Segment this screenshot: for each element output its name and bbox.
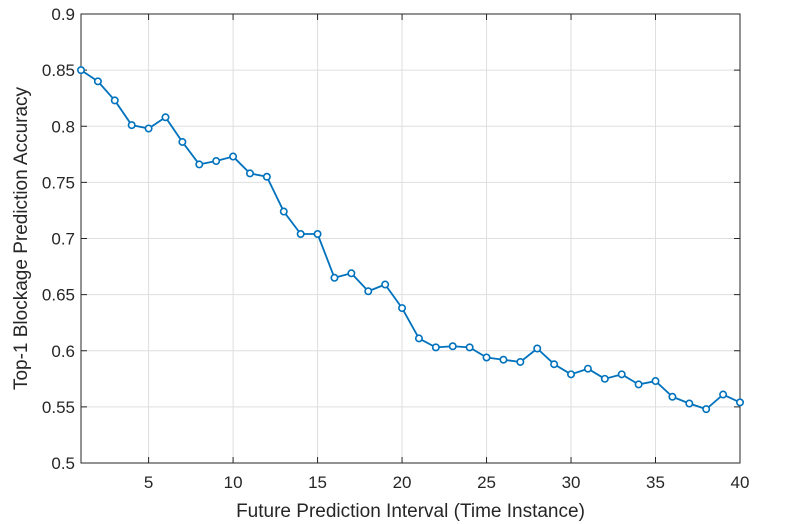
data-point [195, 160, 204, 169]
data-point [685, 399, 694, 408]
y-tick-label: 0.7 [51, 230, 75, 249]
data-point [296, 230, 305, 239]
data-point [212, 157, 221, 166]
data-point [245, 169, 254, 178]
data-point [516, 357, 525, 366]
x-tick-labels: 5 10 15 20 25 30 35 40 [144, 473, 750, 492]
x-tick-label: 25 [477, 473, 496, 492]
data-point [668, 392, 677, 401]
x-tick-label: 20 [393, 473, 412, 492]
data-point [550, 360, 559, 369]
x-tick-label: 40 [731, 473, 750, 492]
data-point [93, 77, 102, 86]
data-point [229, 152, 238, 161]
grid-lines [81, 13, 741, 464]
y-tick-label: 0.85 [42, 61, 75, 80]
series-layer [77, 66, 744, 414]
y-tick-label: 0.75 [42, 173, 75, 192]
x-tick-label: 10 [224, 473, 243, 492]
data-point [144, 124, 153, 133]
data-point [735, 398, 744, 407]
data-point [600, 374, 609, 383]
y-tick-label: 0.55 [42, 398, 75, 417]
data-point [262, 172, 271, 181]
y-tick-label: 0.5 [51, 454, 75, 473]
data-point [110, 96, 119, 105]
data-point [414, 334, 423, 343]
data-point [448, 342, 457, 351]
data-point [702, 405, 711, 414]
y-axis-title: Top-1 Blockage Prediction Accuracy [11, 86, 32, 390]
tick-marks [81, 13, 741, 464]
data-point [583, 364, 592, 373]
data-point [161, 113, 170, 122]
series-0 [77, 66, 744, 414]
data-point [499, 355, 508, 364]
x-tick-label: 5 [144, 473, 153, 492]
data-point [77, 66, 86, 75]
data-point [178, 137, 187, 146]
data-point [127, 121, 136, 130]
data-point [313, 230, 322, 239]
y-tick-labels: 0.5 0.55 0.6 0.65 0.7 0.75 0.8 0.85 0.9 [42, 5, 75, 473]
data-point [330, 273, 339, 282]
data-point [465, 343, 474, 352]
data-point [567, 370, 576, 379]
x-axis-title: Future Prediction Interval (Time Instanc… [236, 501, 585, 522]
data-point [719, 390, 728, 399]
data-point [347, 269, 356, 278]
y-tick-label: 0.6 [51, 342, 75, 361]
data-point [533, 344, 542, 353]
y-tick-label: 0.9 [51, 5, 75, 24]
x-tick-label: 35 [646, 473, 665, 492]
y-tick-label: 0.65 [42, 286, 75, 305]
data-point [634, 380, 643, 389]
data-point [398, 304, 407, 313]
data-point [279, 207, 288, 216]
y-tick-label: 0.8 [51, 117, 75, 136]
data-point [364, 287, 373, 296]
data-point [381, 280, 390, 289]
series-line [80, 69, 741, 411]
data-point [482, 353, 491, 362]
x-tick-label: 30 [562, 473, 581, 492]
data-point [431, 343, 440, 352]
data-point [651, 377, 660, 386]
x-tick-label: 15 [308, 473, 327, 492]
data-point [617, 370, 626, 379]
